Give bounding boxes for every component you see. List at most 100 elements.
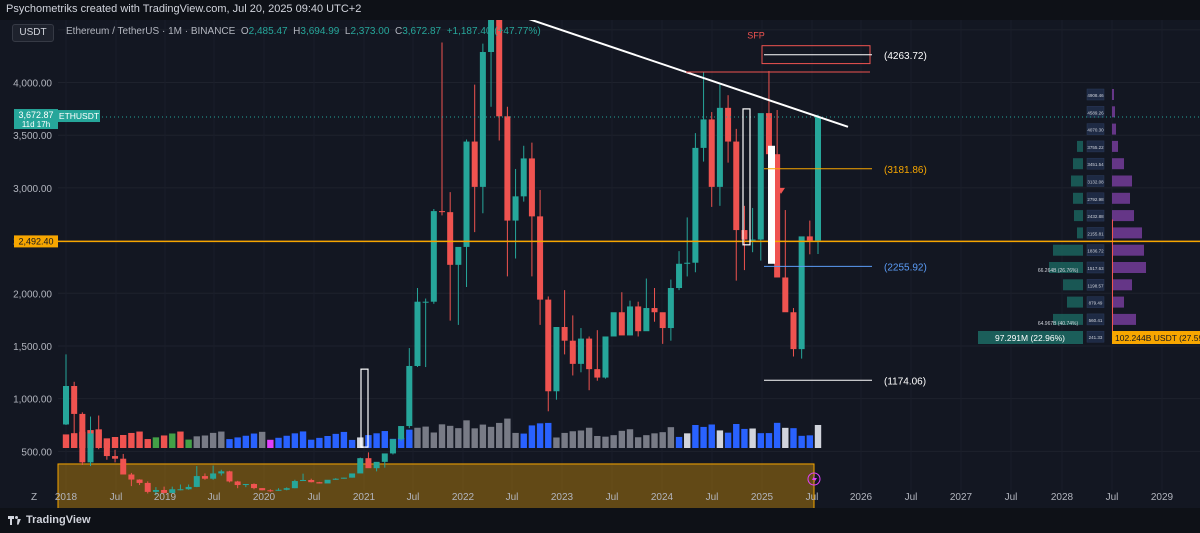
- vp-bar-right: [1112, 106, 1115, 118]
- y-axis: 4,500.004,000.003,500.003,000.002,500.00…: [13, 26, 100, 458]
- vp-bar-left: [1073, 158, 1083, 170]
- vp-price-cell: [1086, 227, 1105, 239]
- candle-body: [708, 119, 715, 187]
- vp-price-cell: [1086, 88, 1105, 101]
- tradingview-logo: TradingView: [8, 514, 91, 526]
- volume-bar: [201, 435, 209, 448]
- candle-body: [242, 483, 249, 486]
- volume-bar: [733, 424, 740, 448]
- vp-price-label: 2432.88: [1087, 214, 1104, 219]
- volume-bar: [234, 437, 241, 448]
- vp-price-cell: [1086, 192, 1105, 205]
- vp-bar-left: [1063, 279, 1083, 291]
- vp-price-cell: [1086, 175, 1105, 187]
- x-tick-label: 2023: [551, 492, 574, 503]
- caption-text: Psychometriks created with TradingView.c…: [6, 3, 362, 15]
- volume-bar: [226, 439, 233, 448]
- candle-body: [300, 479, 307, 482]
- volume-bar: [283, 435, 290, 448]
- volume-bar: [594, 436, 601, 448]
- candle-body: [774, 154, 781, 278]
- vp-price-cell: [1086, 209, 1105, 222]
- vp-big-right-box: [1112, 331, 1200, 344]
- candle-body: [430, 211, 437, 302]
- ticker-tag: [58, 110, 100, 123]
- volume-bar: [585, 427, 593, 448]
- vp-bar-left: [1074, 210, 1083, 222]
- candle-body: [577, 338, 584, 364]
- candle-body: [610, 312, 617, 337]
- volume-bar: [659, 432, 666, 448]
- candle-body: [504, 116, 511, 221]
- volume-bar: [414, 427, 421, 448]
- candle-body: [381, 453, 388, 462]
- x-tick-label: Jul: [110, 492, 123, 503]
- level-label: (2255.92): [884, 262, 927, 273]
- candle-body: [806, 236, 813, 241]
- vp-price-cell: [1086, 296, 1105, 308]
- vp-price-label: 3132.08: [1087, 180, 1104, 185]
- x-tick-label: Z: [31, 492, 37, 503]
- x-tick-label: Jul: [208, 492, 221, 503]
- candle-body: [749, 239, 756, 241]
- y-tick-label: 1,500.00: [13, 342, 52, 353]
- volume-bar: [504, 418, 511, 448]
- volume-bars-layer: [62, 418, 822, 448]
- volume-bar: [332, 433, 339, 448]
- volume-bar: [634, 437, 642, 448]
- candles-layer: [63, 0, 821, 496]
- volume-bar: [536, 423, 544, 448]
- open-value: 2,485.47: [248, 26, 288, 37]
- lightning-icon: [807, 472, 821, 486]
- volume-bar: [716, 430, 724, 448]
- currency-selector[interactable]: USDT: [12, 24, 54, 42]
- x-tick-label: Jul: [506, 492, 519, 503]
- candle-body: [251, 483, 257, 489]
- candle-body: [545, 299, 552, 392]
- volume-bar: [700, 426, 707, 448]
- volume-bar: [373, 433, 380, 448]
- candle-body: [152, 489, 159, 492]
- x-tick-label: 2024: [651, 492, 674, 503]
- volume-bar: [422, 426, 429, 448]
- candle-body: [643, 308, 650, 332]
- volume-bar: [757, 433, 764, 448]
- vp-bar-right: [1112, 89, 1114, 100]
- vp-bar-right: [1112, 158, 1124, 170]
- vp-bar-right: [1112, 296, 1124, 308]
- vp-price-label: 241.33: [1089, 335, 1103, 340]
- volume-bar: [357, 437, 364, 448]
- volume-bar: [430, 432, 438, 448]
- volume-bar: [675, 436, 683, 448]
- vp-mid-label: 66.264B (26.76%): [1038, 268, 1079, 274]
- volume-bar: [299, 431, 307, 448]
- volume-bar: [381, 431, 388, 448]
- volume-bar: [144, 439, 151, 448]
- volume-bar: [479, 424, 487, 448]
- x-tick-label: 2020: [253, 492, 276, 503]
- volume-bar: [242, 435, 250, 448]
- x-tick-label: Jul: [706, 492, 719, 503]
- candle-body: [332, 478, 339, 480]
- sfp-top-label: SFP: [747, 30, 765, 40]
- x-tick-label: 2026: [850, 492, 873, 503]
- y-tick-label: 4,000.00: [13, 79, 52, 90]
- vp-price-label: 3451.54: [1087, 162, 1104, 167]
- candle-body: [439, 211, 445, 213]
- x-tick-label: 2018: [55, 492, 78, 503]
- vp-bar-right: [1112, 123, 1116, 135]
- volume-bar: [120, 435, 127, 448]
- volume-bar: [128, 432, 135, 448]
- candle-body: [684, 262, 691, 264]
- volume-bar: [814, 424, 822, 448]
- candle-body: [373, 461, 380, 469]
- volume-bar: [463, 420, 470, 448]
- x-tick-label: Jul: [1005, 492, 1018, 503]
- candle-body: [365, 458, 372, 469]
- candle-body: [291, 481, 298, 489]
- close-label: C: [394, 26, 403, 37]
- open-label: O: [240, 26, 249, 37]
- candle-body: [627, 306, 633, 336]
